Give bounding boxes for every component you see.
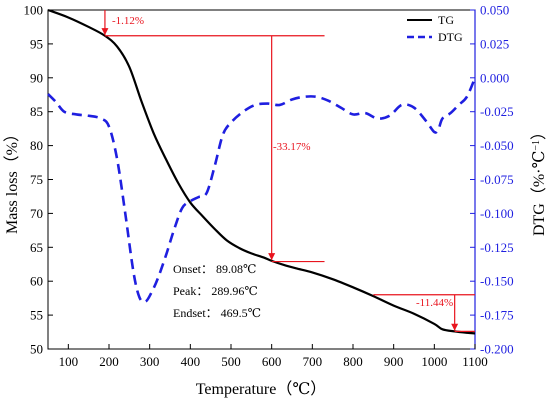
x-tick-label: 300 — [140, 354, 160, 369]
y-right-title-close: ） — [530, 124, 548, 140]
y-right-tick-label: 0.025 — [480, 36, 509, 51]
x-tick-label: 500 — [221, 354, 241, 369]
y-left-tick-label: 80 — [30, 138, 43, 153]
y-left-tick-label: 90 — [30, 70, 43, 85]
y-right-tick-label: -0.100 — [480, 206, 514, 221]
right-axis-ticks: -0.200 -0.175 -0.150 -0.125 -0.100 -0.075 -0.0… — [470, 3, 514, 357]
y-right-tick-label: -0.150 — [480, 274, 514, 289]
y-left-tick-label: 55 — [30, 308, 43, 323]
y-right-tick-label: 0.050 — [480, 3, 509, 18]
dtg-series-line — [47, 77, 477, 304]
x-tick-label: 100 — [59, 354, 79, 369]
y-right-tick-label: -0.200 — [480, 342, 514, 357]
x-tick-label: 800 — [343, 354, 363, 369]
step1-label: -1.12% — [112, 15, 144, 27]
x-tick-label: 1000 — [421, 354, 447, 369]
left-axis-ticks: 50 55 60 65 70 75 80 85 90 95 100 — [24, 3, 53, 357]
y-left-tick-label: 100 — [24, 3, 44, 18]
y-right-title-base: DTG（%·℃ — [530, 151, 548, 236]
y-left-tick-label: 95 — [30, 36, 43, 51]
endset-text: Endset： 469.5℃ — [173, 306, 261, 320]
y-right-tick-label: -0.175 — [480, 308, 514, 323]
onset-text: Onset： 89.08℃ — [173, 262, 256, 276]
x-tick-label: 900 — [384, 354, 404, 369]
legend-dtg-label: DTG — [438, 30, 463, 44]
peak-text: Peak： 289.96℃ — [173, 284, 258, 298]
bottom-axis-ticks: 100 200 300 400 500 600 700 800 900 1000 1100 — [59, 344, 488, 369]
y-right-tick-label: -0.025 — [480, 104, 514, 119]
x-tick-label: 200 — [99, 354, 119, 369]
step3-label: -11.44% — [416, 297, 453, 309]
y-left-tick-label: 85 — [30, 104, 43, 119]
step1-arrow-head — [101, 28, 109, 36]
legend: TG DTG — [407, 13, 463, 44]
y-left-axis-title: Mass loss（%） — [3, 126, 21, 234]
legend-tg-label: TG — [438, 13, 454, 27]
y-right-title-exponent: −1 — [531, 140, 542, 151]
x-axis-title: Temperature（℃） — [196, 380, 327, 398]
step2-label: -33.17% — [273, 141, 311, 153]
x-tick-label: 1100 — [462, 354, 488, 369]
mass-loss-step-markers — [101, 10, 475, 332]
x-tick-label: 600 — [262, 354, 282, 369]
tg-series-line — [47, 8, 476, 335]
y-left-tick-label: 70 — [30, 206, 43, 221]
x-tick-label: 400 — [181, 354, 201, 369]
step3-arrow-head — [451, 323, 459, 331]
y-right-tick-label: -0.075 — [480, 172, 514, 187]
y-right-axis-title: DTG（%·℃−1） — [530, 124, 548, 236]
x-tick-label: 700 — [303, 354, 323, 369]
y-left-tick-label: 75 — [30, 172, 43, 187]
step2-arrow-head — [268, 253, 276, 261]
y-right-tick-label: -0.125 — [480, 240, 514, 255]
y-left-tick-label: 50 — [30, 342, 43, 357]
y-right-tick-label: 0.000 — [480, 70, 509, 85]
y-left-tick-label: 60 — [30, 274, 43, 289]
y-left-tick-label: 65 — [30, 240, 43, 255]
plot-frame — [47, 9, 476, 350]
y-right-tick-label: -0.050 — [480, 138, 514, 153]
